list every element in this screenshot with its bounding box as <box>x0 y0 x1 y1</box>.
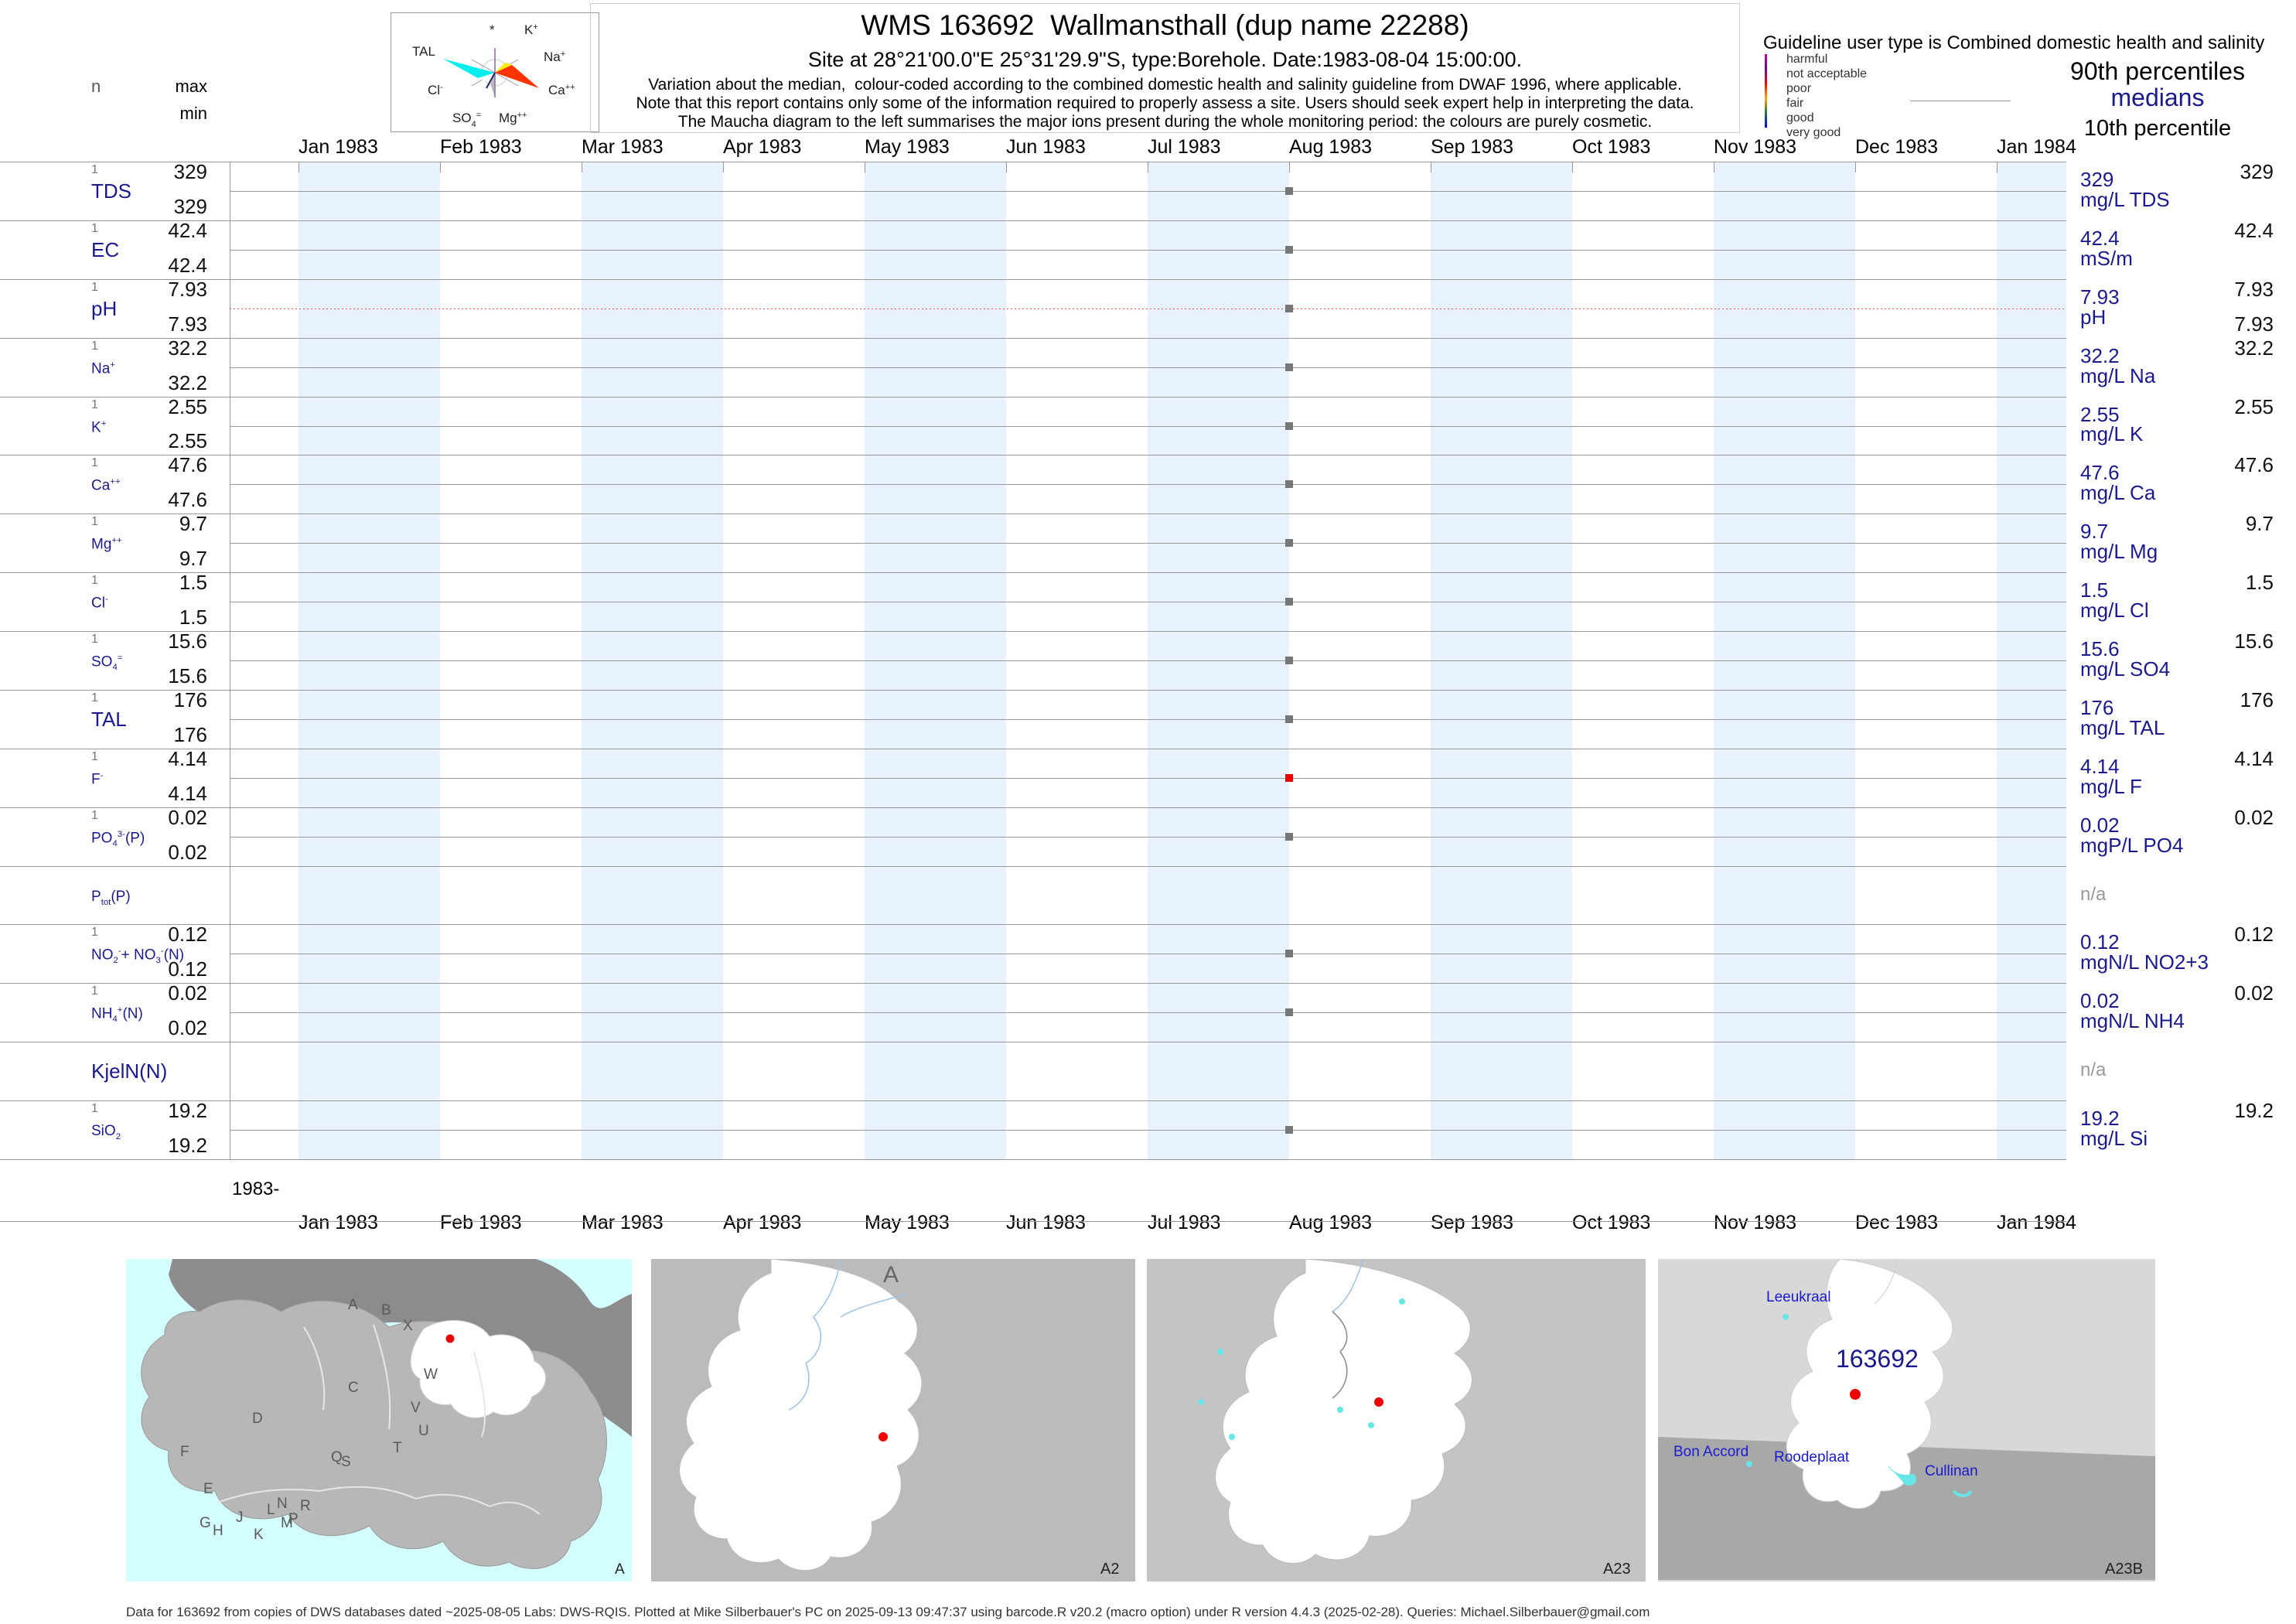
svg-text:SO4=: SO4= <box>452 111 481 129</box>
svg-text:P: P <box>288 1511 299 1527</box>
svg-text:A: A <box>348 1297 358 1313</box>
svg-text:X: X <box>403 1318 413 1334</box>
svg-text:B: B <box>381 1302 391 1319</box>
svg-text:J: J <box>236 1510 244 1526</box>
svg-text:K+: K+ <box>524 22 538 37</box>
svg-text:Q: Q <box>331 1449 343 1465</box>
svg-text:K: K <box>254 1527 264 1543</box>
svg-text:TAL: TAL <box>412 44 435 59</box>
svg-text:Bon Accord: Bon Accord <box>1673 1444 1748 1460</box>
svg-text:H: H <box>213 1523 223 1539</box>
svg-text:163692: 163692 <box>1836 1345 1919 1373</box>
svg-text:Roodeplaat: Roodeplaat <box>1774 1449 1850 1465</box>
svg-text:Cl-: Cl- <box>428 83 443 97</box>
svg-text:F: F <box>180 1444 189 1460</box>
svg-text:C: C <box>348 1380 359 1396</box>
svg-text:Na+: Na+ <box>544 49 565 64</box>
svg-text:T: T <box>393 1440 402 1456</box>
svg-text:A23: A23 <box>1603 1561 1631 1578</box>
svg-text:Mg++: Mg++ <box>499 111 527 125</box>
svg-text:A23B: A23B <box>2105 1561 2143 1578</box>
svg-text:W: W <box>424 1366 438 1383</box>
svg-text:A: A <box>615 1561 625 1578</box>
svg-text:R: R <box>300 1498 311 1514</box>
svg-text:Cullinan: Cullinan <box>1925 1463 1978 1479</box>
svg-text:N: N <box>277 1496 288 1512</box>
svg-text:A: A <box>883 1262 899 1288</box>
svg-text:Leeukraal: Leeukraal <box>1766 1289 1830 1305</box>
svg-text:G: G <box>200 1515 211 1531</box>
svg-text:Ca++: Ca++ <box>548 83 575 97</box>
svg-text:U: U <box>418 1423 429 1439</box>
svg-text:S: S <box>341 1454 351 1470</box>
svg-text:A2: A2 <box>1100 1561 1119 1578</box>
svg-text:D: D <box>252 1411 263 1427</box>
svg-text:*: * <box>490 22 495 37</box>
svg-text:L: L <box>267 1502 275 1518</box>
svg-text:V: V <box>411 1400 421 1416</box>
svg-text:E: E <box>203 1481 213 1497</box>
